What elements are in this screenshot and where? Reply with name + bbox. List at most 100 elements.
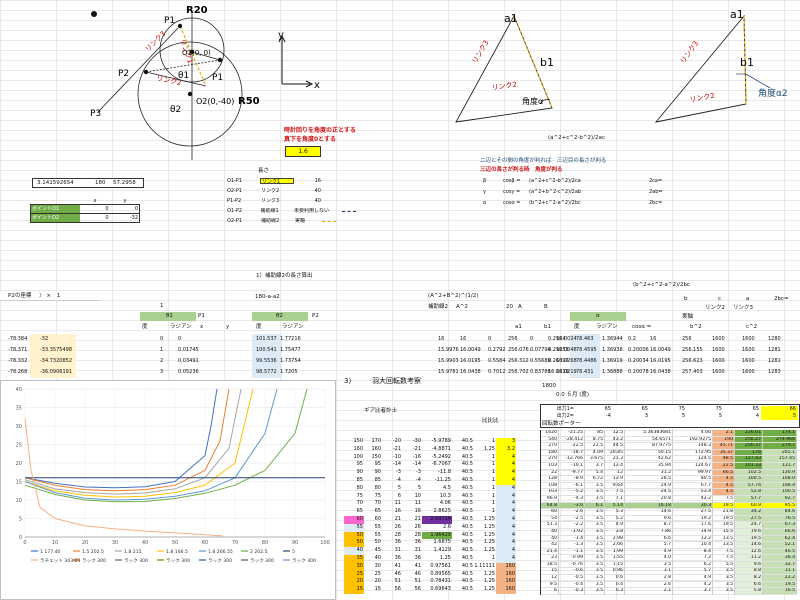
table-cell[interactable]: 0 [488, 336, 492, 342]
table-cell[interactable]: 100.541 [256, 347, 277, 353]
table-cell[interactable]: 11.2 [735, 555, 763, 562]
table-cell[interactable]: 51.3 [541, 522, 559, 529]
table-cell[interactable]: 16 [414, 508, 421, 515]
table-cell[interactable]: 16.0438 [460, 369, 481, 375]
table-cell[interactable]: 96.9 [541, 495, 559, 503]
header-cell[interactable]: 5 [718, 413, 722, 419]
table-cell[interactable]: 30 [344, 562, 364, 571]
table-cell[interactable]: 0.20078 [628, 369, 649, 375]
table-cell[interactable]: 6.2 [673, 561, 713, 569]
table-cell[interactable]: 42.62 [625, 456, 673, 463]
table-cell[interactable]: 256.076 [508, 347, 529, 353]
table-cell[interactable]: 3.5 [713, 588, 735, 595]
table-cell[interactable]: 31.2 [625, 469, 673, 477]
table-cell[interactable]: 7.5 [713, 495, 735, 503]
header-cell[interactable]: 75 [715, 406, 722, 412]
table-cell[interactable]: 16.0024 [556, 336, 577, 342]
table-cell[interactable]: 7.86 [625, 528, 673, 536]
table-cell[interactable]: 1281 [768, 358, 781, 364]
table-cell[interactable]: 128 [541, 476, 559, 483]
table-cell[interactable]: 16.0195 [460, 358, 481, 364]
table-cell[interactable]: 16 [438, 336, 445, 342]
table-cell[interactable]: -21 [412, 445, 421, 452]
table-cell[interactable]: 2.8625 [433, 508, 452, 515]
table-cell[interactable]: 15.5 [713, 528, 735, 536]
table-cell[interactable]: 5.14 [605, 502, 625, 510]
table-cell[interactable]: 3.8 [605, 528, 625, 536]
table-cell[interactable]: -3.6 [559, 502, 585, 510]
table-cell[interactable]: 1283 [768, 369, 781, 375]
table-cell[interactable]: 2.8 [625, 575, 673, 582]
table-cell[interactable]: 40 [344, 547, 364, 555]
table-cell[interactable]: 4 [496, 539, 516, 548]
table-cell[interactable]: 22.5 [585, 443, 605, 450]
table-cell[interactable]: 274.966 [763, 436, 797, 444]
table-cell[interactable]: 22.2 [763, 575, 797, 582]
table-cell[interactable]: 9.64 [605, 482, 625, 490]
table-cell[interactable]: 0.97561 [430, 562, 451, 569]
table-cell[interactable]: 256.702 [508, 369, 529, 375]
table-cell[interactable]: 1 [491, 476, 495, 483]
table-cell[interactable]: 103 [541, 489, 559, 496]
table-cell[interactable]: 20 [374, 578, 381, 585]
table-cell[interactable]: 3.5 [713, 581, 735, 589]
table-cell[interactable]: 78.431 [576, 369, 594, 375]
table-cell[interactable]: 21.4 [541, 548, 559, 556]
table-cell[interactable]: 14.6 [735, 542, 763, 549]
table-cell[interactable]: 150 [371, 453, 381, 460]
table-cell[interactable]: 8.7 [625, 522, 673, 529]
table-cell[interactable]: 0.07794 [530, 347, 551, 353]
table-cell[interactable]: 3.5 [585, 575, 605, 582]
table-cell[interactable]: 85 [585, 430, 605, 437]
table-cell[interactable]: 3.5 [585, 581, 605, 589]
table-cell[interactable]: 5 [417, 484, 421, 491]
table-cell[interactable]: 60 [344, 515, 364, 524]
table-cell[interactable]: -3 [396, 469, 401, 476]
table-cell[interactable]: 21.3 [605, 456, 625, 463]
table-cell[interactable]: 4.2 [673, 581, 713, 589]
table-cell[interactable]: 4.06 [439, 500, 451, 507]
table-cell[interactable]: 2.1 [713, 430, 735, 437]
table-cell[interactable]: 40.5 [461, 469, 473, 476]
table-cell[interactable]: 11 [414, 500, 421, 507]
header-cell[interactable]: 65 [604, 406, 611, 412]
table-cell[interactable]: 40 [541, 535, 559, 543]
table-cell[interactable]: 1.36944 [602, 336, 623, 342]
table-cell[interactable]: 25 [374, 570, 381, 577]
table-cell[interactable]: 95 [374, 461, 381, 468]
table-cell[interactable]: 19.2 [673, 515, 713, 523]
table-cell[interactable]: -5.2492 [431, 453, 451, 460]
header-cell[interactable]: 出力2= [556, 413, 574, 419]
table-cell[interactable]: 5.7 [673, 568, 713, 576]
table-cell[interactable]: 190 [713, 436, 735, 444]
table-cell[interactable]: -30 [412, 438, 421, 444]
table-cell[interactable]: 51 [394, 578, 401, 585]
table-cell[interactable]: 50.15 [625, 449, 673, 457]
table-cell[interactable]: 1620 [541, 430, 559, 437]
table-cell[interactable]: 160 [353, 445, 363, 452]
table-cell[interactable]: 36 [394, 539, 401, 546]
table-cell[interactable]: 19.5 [713, 502, 735, 510]
table-cell[interactable]: 9.6 [735, 561, 763, 569]
header-cell[interactable]: 4 [755, 413, 759, 419]
table-cell[interactable]: 0.03491 [178, 358, 199, 364]
table-cell[interactable]: 21.8 [713, 509, 735, 516]
table-cell[interactable]: 3.5 [585, 535, 605, 543]
table-cell[interactable]: 78.4595 [576, 347, 597, 353]
table-cell[interactable]: 172.95 [673, 449, 713, 457]
table-cell[interactable]: 0.26097 [548, 358, 569, 364]
table-cell[interactable]: 8.2 [735, 575, 763, 582]
table-cell[interactable]: 16.0219 [556, 369, 577, 375]
table-cell[interactable]: 40.5 [461, 586, 473, 593]
table-cell[interactable]: 13.5 [713, 535, 735, 543]
table-cell[interactable]: 1 [491, 461, 495, 468]
table-cell[interactable]: 3.7 [585, 462, 605, 470]
table-cell[interactable]: 36 [414, 554, 421, 561]
table-cell[interactable]: 55 [374, 523, 381, 530]
table-cell[interactable]: 45.71 [713, 443, 735, 450]
yellow-value-cell[interactable]: 1.6 [285, 146, 321, 157]
table-cell[interactable]: 1.25 [483, 570, 495, 577]
table-cell[interactable]: 5.3 [605, 509, 625, 516]
table-cell[interactable]: 5 [397, 484, 401, 491]
table-cell[interactable]: 99.97 [673, 469, 713, 477]
